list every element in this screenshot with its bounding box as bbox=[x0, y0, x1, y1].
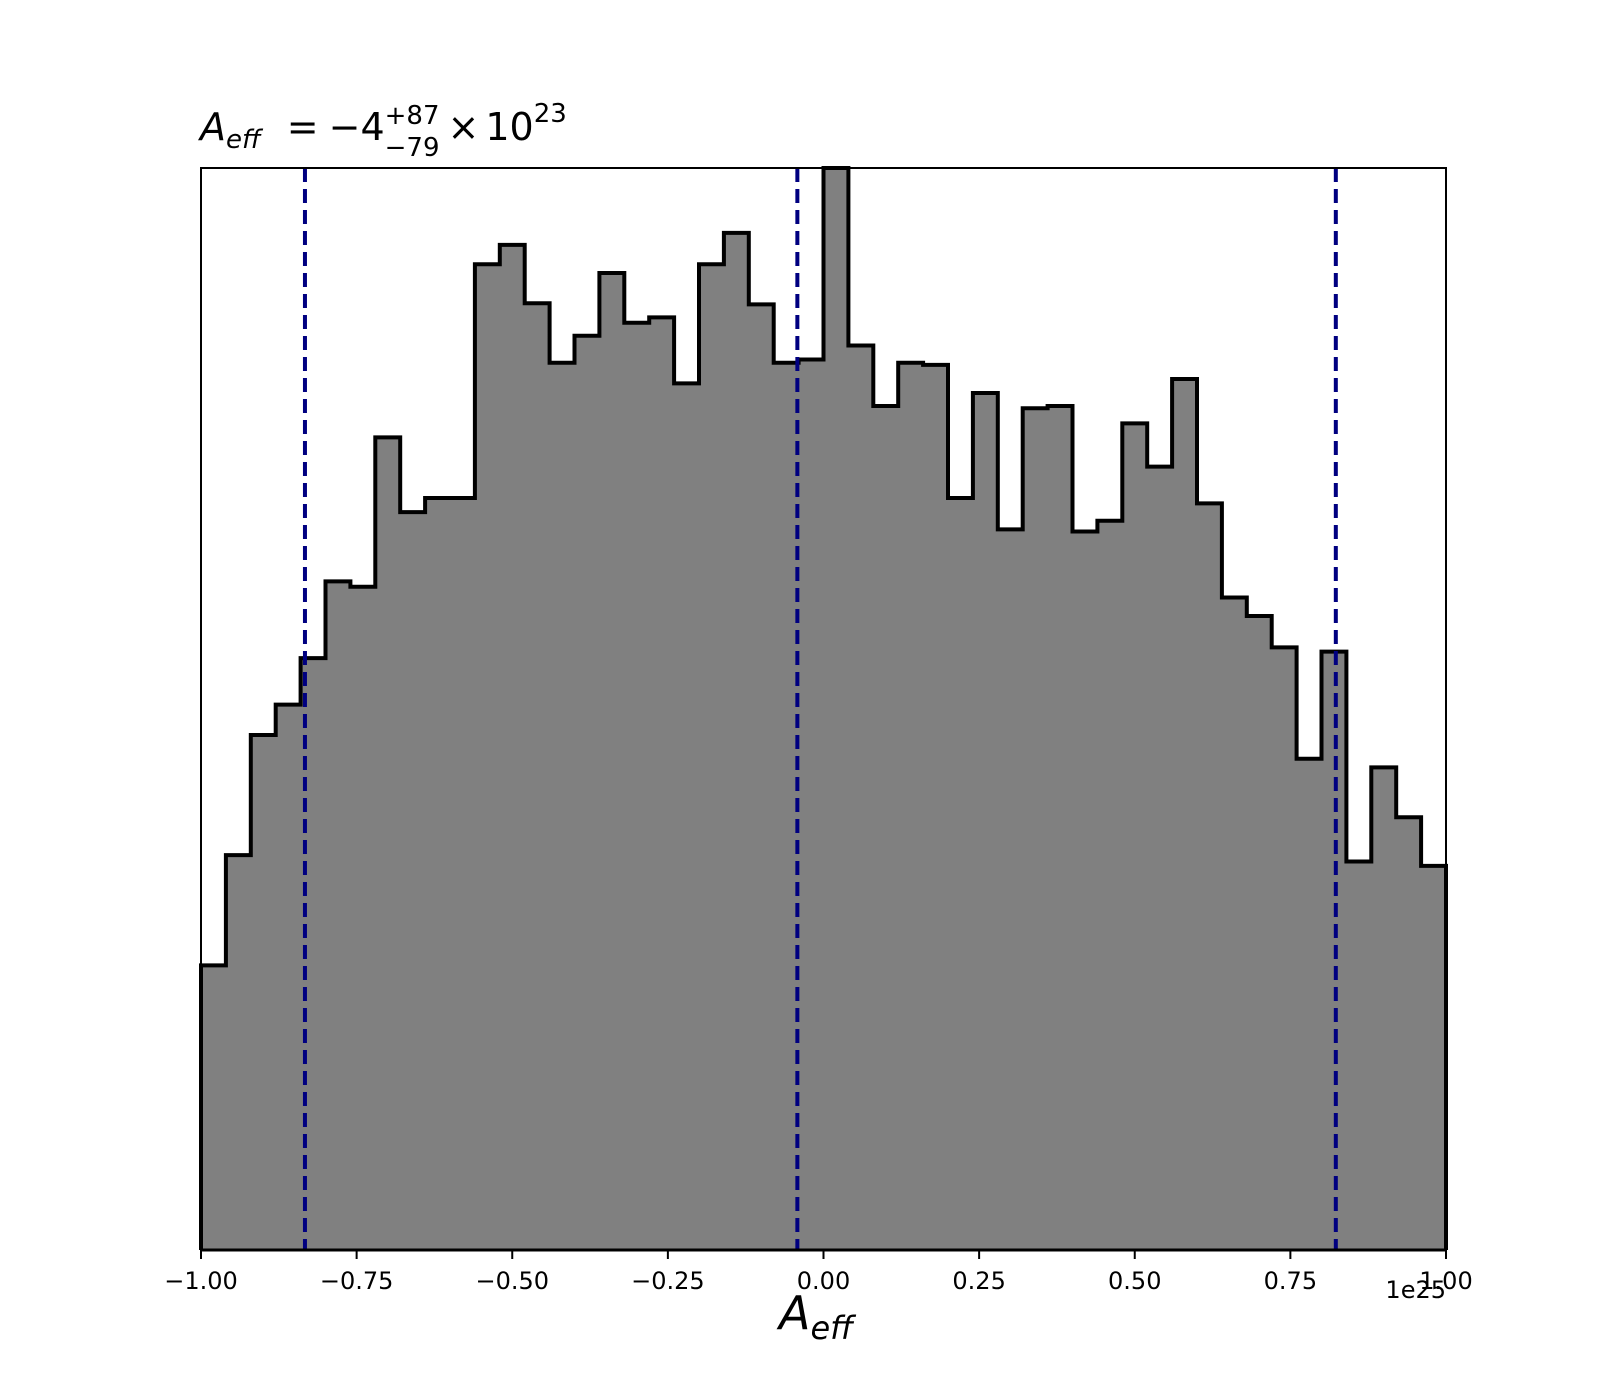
chart-title: Aeff = −4+87 −79 × 1023 bbox=[197, 99, 567, 163]
title-exponent: 23 bbox=[534, 99, 567, 129]
x-tick-label: −0.75 bbox=[320, 1267, 394, 1295]
title-subscript: eff bbox=[226, 125, 264, 155]
x-tick-label: 0.00 bbox=[797, 1267, 850, 1295]
quantile-lines bbox=[302, 168, 1338, 1250]
x-tick-label: −0.25 bbox=[631, 1267, 705, 1295]
title-upper: +87 bbox=[385, 101, 440, 131]
x-tick-label: 0.75 bbox=[1264, 1267, 1317, 1295]
x-tick-label: 0.50 bbox=[1108, 1267, 1161, 1295]
x-tick-label: 1.00 bbox=[1419, 1267, 1472, 1295]
x-tick-label: −0.50 bbox=[475, 1267, 549, 1295]
x-axis-ticks: −1.00 −0.75 −0.50 −0.25 0.00 0.25 0.50 0.75 1.00 bbox=[164, 1250, 1473, 1295]
plot-area: −1.00 −0.75 −0.50 −0.25 0.00 0.25 0.50 0.75 1.00 bbox=[164, 166, 1473, 1295]
title-lower: −79 bbox=[385, 133, 440, 163]
title-base: 10 bbox=[485, 105, 533, 149]
x-tick-label: −1.00 bbox=[164, 1267, 238, 1295]
x-axis-offset-label: 1e25 bbox=[1385, 1276, 1446, 1304]
title-symbol: A bbox=[197, 105, 226, 149]
xlabel-subscript: eff bbox=[810, 1309, 857, 1347]
histogram-fill bbox=[201, 168, 1446, 1250]
x-tick-label: 0.25 bbox=[952, 1267, 1005, 1295]
title-equals: = bbox=[287, 105, 319, 149]
title-times: × bbox=[448, 105, 480, 149]
x-axis-label: Aeff bbox=[776, 1286, 857, 1347]
xlabel-symbol: A bbox=[776, 1286, 810, 1340]
title-value: −4 bbox=[329, 105, 385, 149]
